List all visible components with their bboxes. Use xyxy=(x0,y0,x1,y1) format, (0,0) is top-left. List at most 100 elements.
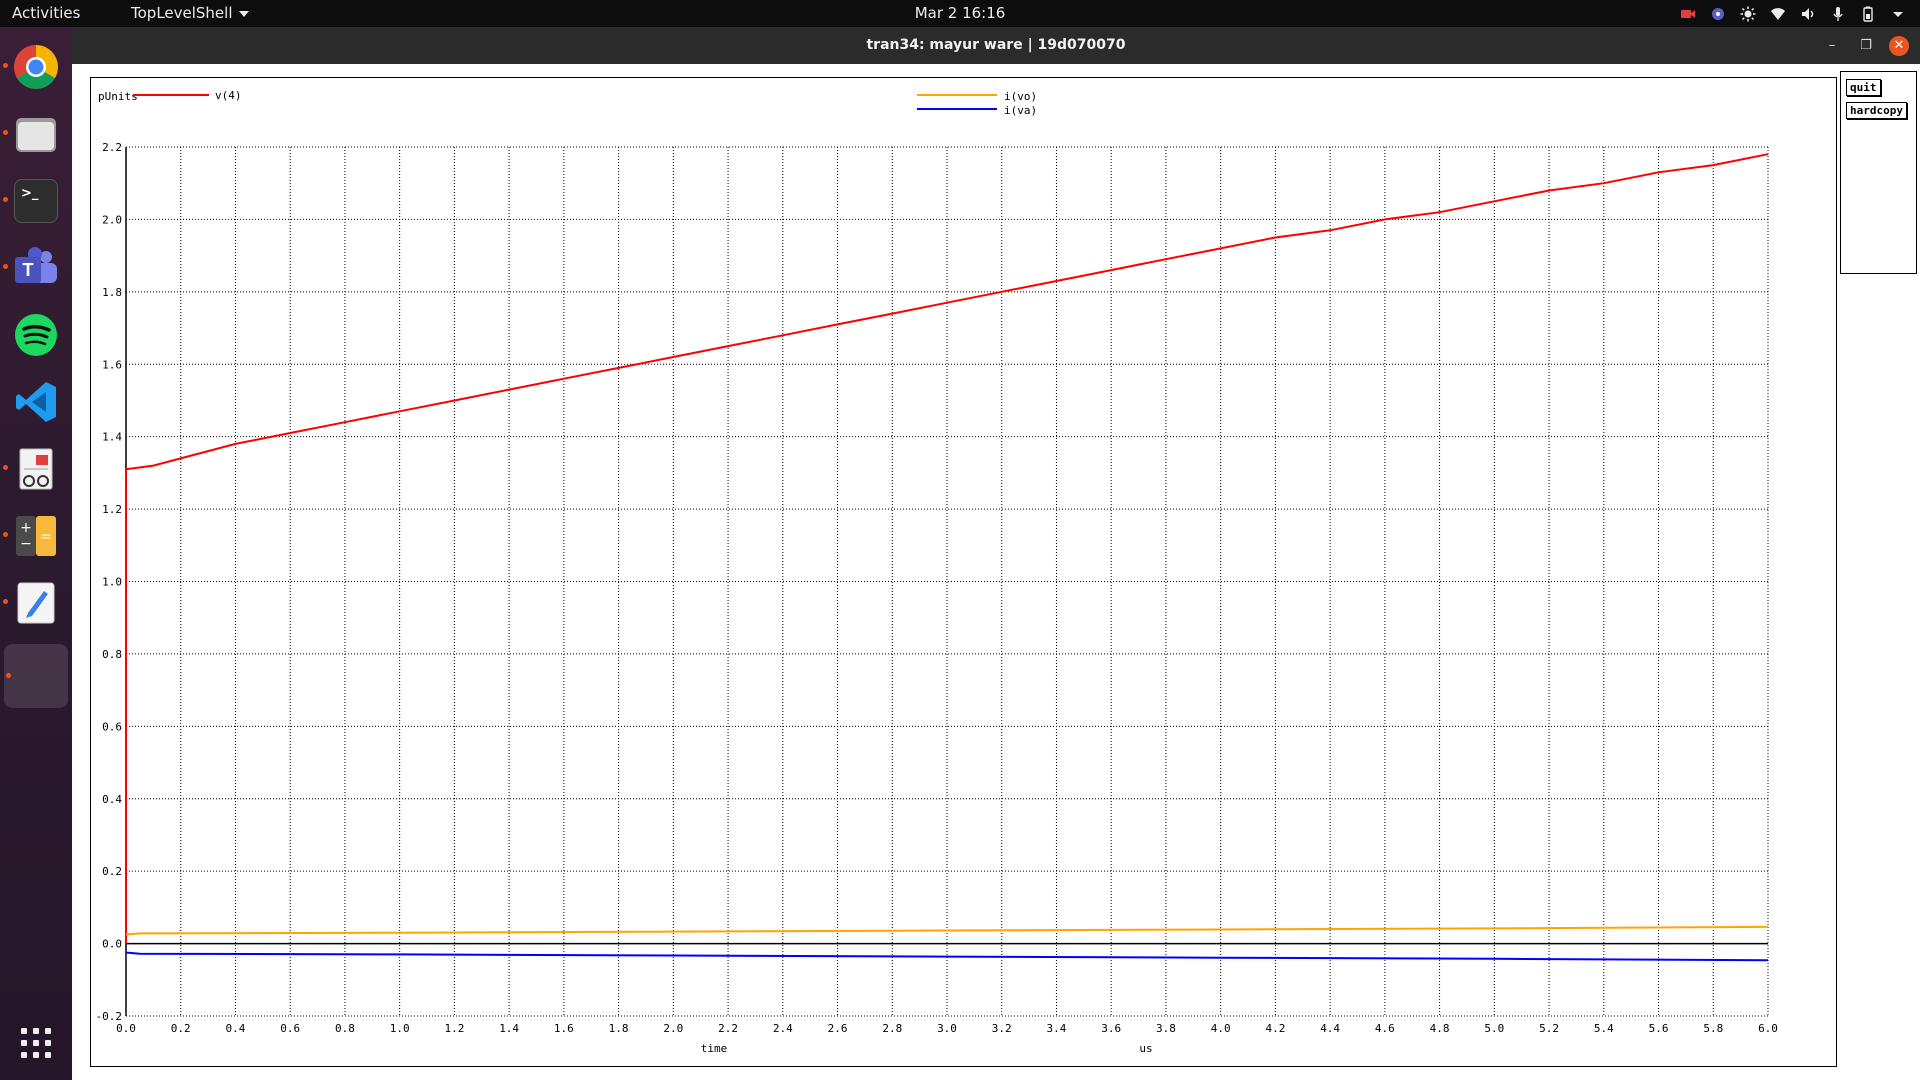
hardcopy-button[interactable]: hardcopy xyxy=(1846,102,1907,119)
x-tick-label: 1.6 xyxy=(554,1022,574,1035)
dock: >_ T + − = xyxy=(0,27,72,1080)
x-tick-label: 2.2 xyxy=(718,1022,738,1035)
dock-item-teams[interactable]: T xyxy=(3,240,64,296)
plot-window: tran34: mayur ware | 19d070070 – ❐ ✕ 0.0… xyxy=(72,27,1920,1080)
y-tick-label: 0.4 xyxy=(102,793,122,806)
running-indicator xyxy=(3,264,8,269)
text-editor-icon xyxy=(17,582,55,624)
x-axis-label: time xyxy=(701,1042,728,1055)
running-indicator xyxy=(6,673,11,678)
x-tick-label: 5.4 xyxy=(1594,1022,1614,1035)
y-tick-label: 0.8 xyxy=(102,648,122,661)
x-tick-label: 6.0 xyxy=(1758,1022,1778,1035)
show-applications-button[interactable] xyxy=(8,1015,64,1071)
dock-item-calculator[interactable]: + − = xyxy=(3,508,64,564)
dock-item-terminal[interactable]: >_ xyxy=(3,173,64,229)
running-indicator xyxy=(3,63,8,68)
y-tick-label: 0.0 xyxy=(102,938,122,951)
svg-text:−: − xyxy=(20,536,32,552)
dock-item-files[interactable] xyxy=(3,106,64,162)
x-tick-label: 3.2 xyxy=(992,1022,1012,1035)
dock-item-chrome[interactable] xyxy=(3,39,64,95)
svg-text:+: + xyxy=(20,520,32,536)
x-tick-label: 2.4 xyxy=(773,1022,793,1035)
vscode-icon xyxy=(16,382,56,422)
y-tick-label: 1.0 xyxy=(102,576,122,589)
y-tick-label: 1.2 xyxy=(102,503,122,516)
x-tick-label: 4.2 xyxy=(1265,1022,1285,1035)
document-viewer-icon xyxy=(19,448,53,490)
svg-text:T: T xyxy=(23,260,34,280)
dock-item-document-viewer[interactable] xyxy=(3,441,64,497)
waveform-chart[interactable]: 0.0 0.2 0.4 0.6 0.8 1.0 1.2 1.4 1.6 1.8 2.0 2.2 2.4 2… xyxy=(91,78,1836,1066)
running-indicator xyxy=(3,465,8,470)
y-tick-label: 0.2 xyxy=(102,865,122,878)
x-tick-label: 3.6 xyxy=(1101,1022,1121,1035)
button-panel: quit hardcopy xyxy=(1840,71,1917,274)
dock-item-vscode[interactable] xyxy=(8,374,64,430)
activities-button[interactable]: Activities xyxy=(12,4,81,22)
x-tick-label: 4.4 xyxy=(1320,1022,1340,1035)
app-grid-icon xyxy=(21,1028,51,1058)
running-indicator xyxy=(3,130,8,135)
legend-label-v4: v(4) xyxy=(215,89,242,102)
x-tick-label: 5.0 xyxy=(1484,1022,1504,1035)
y-tick-label: 1.8 xyxy=(102,286,122,299)
x-tick-label: 1.8 xyxy=(609,1022,629,1035)
wifi-icon xyxy=(1771,7,1785,20)
y-units-label: pUnits xyxy=(98,90,138,103)
window-titlebar[interactable]: tran34: mayur ware | 19d070070 – ❐ ✕ xyxy=(72,27,1920,64)
x-tick-label: 2.6 xyxy=(828,1022,848,1035)
x-tick-label: 0.6 xyxy=(280,1022,300,1035)
app-menu-label: TopLevelShell xyxy=(131,4,233,22)
system-tray[interactable] xyxy=(1680,3,1906,24)
spotify-icon xyxy=(15,314,57,356)
quit-button[interactable]: quit xyxy=(1846,79,1881,96)
x-tick-label: 5.8 xyxy=(1703,1022,1723,1035)
y-tick-label: 1.6 xyxy=(102,358,122,371)
dock-item-active-app[interactable] xyxy=(4,644,68,708)
x-tick-label: 3.0 xyxy=(937,1022,957,1035)
series-line-ivo xyxy=(125,925,1769,936)
running-indicator xyxy=(3,532,8,537)
x-tick-label: 0.4 xyxy=(226,1022,246,1035)
calculator-icon: +− = xyxy=(16,516,56,556)
system-menu-caret-icon xyxy=(1893,11,1903,17)
battery-icon xyxy=(1863,6,1873,22)
close-button[interactable]: ✕ xyxy=(1889,36,1909,56)
brightness-icon xyxy=(1740,6,1756,21)
clock[interactable]: Mar 2 16:16 xyxy=(914,4,1006,22)
camera-icon xyxy=(1681,9,1695,18)
x-tick-label: 4.0 xyxy=(1211,1022,1231,1035)
y-tick-label: 2.2 xyxy=(102,141,122,154)
folder-icon xyxy=(16,118,56,152)
teams-icon: T xyxy=(15,247,57,283)
running-indicator xyxy=(3,599,8,604)
x-tick-label: 0.8 xyxy=(335,1022,355,1035)
x-tick-label: 3.4 xyxy=(1047,1022,1067,1035)
x-tick-label: 0.2 xyxy=(171,1022,191,1035)
chrome-icon xyxy=(14,45,58,89)
legend-label-iva: i(va) xyxy=(1004,104,1037,117)
x-tick-label: 5.6 xyxy=(1649,1022,1669,1035)
maximize-button[interactable]: ❐ xyxy=(1860,38,1872,53)
plot-area[interactable]: 0.0 0.2 0.4 0.6 0.8 1.0 1.2 1.4 1.6 1.8 2.0 2.2 2.4 2… xyxy=(90,77,1837,1067)
volume-icon xyxy=(1802,7,1814,20)
dock-item-text-editor[interactable] xyxy=(3,575,64,631)
x-tick-label: 2.8 xyxy=(882,1022,902,1035)
series-line-v4 xyxy=(125,153,1769,944)
window-title: tran34: mayur ware | 19d070070 xyxy=(866,37,1126,53)
top-bar: Activities TopLevelShell Mar 2 16:16 xyxy=(0,0,1920,27)
app-menu[interactable]: TopLevelShell xyxy=(131,4,249,22)
dock-item-spotify[interactable] xyxy=(8,307,64,363)
x-tick-label: 4.8 xyxy=(1430,1022,1450,1035)
svg-text:=: = xyxy=(40,529,52,545)
y-tick-label: 1.4 xyxy=(102,431,122,444)
x-tick-label: 1.2 xyxy=(444,1022,464,1035)
y-tick-label: 2.0 xyxy=(102,213,122,226)
terminal-icon: >_ xyxy=(14,179,58,223)
minimize-button[interactable]: – xyxy=(1828,38,1836,53)
x-tick-label: 2.0 xyxy=(663,1022,683,1035)
x-tick-label: 4.6 xyxy=(1375,1022,1395,1035)
x-tick-label: 3.8 xyxy=(1156,1022,1176,1035)
